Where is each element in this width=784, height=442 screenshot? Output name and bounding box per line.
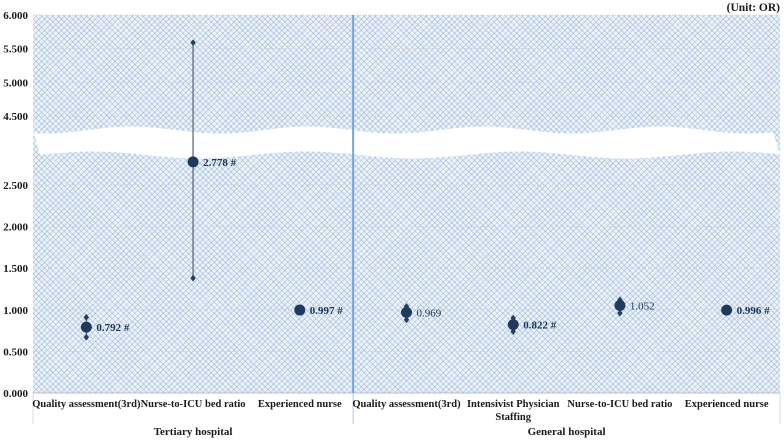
y-tick-label: 5.000 <box>3 77 28 89</box>
y-tick-label: 2.500 <box>3 180 28 192</box>
y-tick-label: 0.500 <box>3 346 28 358</box>
error-bar-cap <box>617 309 623 317</box>
y-tick-label: 5.500 <box>3 44 28 56</box>
error-bar-cap <box>510 314 516 322</box>
or-point-marker <box>294 304 306 316</box>
or-point-marker <box>187 156 199 168</box>
error-bar-cap <box>83 313 90 321</box>
error-bar-cap <box>510 328 516 335</box>
value-label: 0.969 <box>417 307 442 319</box>
plot-area-pattern <box>33 15 780 393</box>
value-label: 0.792 # <box>96 322 130 334</box>
y-tick-label: 0.000 <box>3 388 28 400</box>
unit-label: (Unit: OR) <box>726 2 780 14</box>
y-tick-label: 1.500 <box>3 263 28 275</box>
or-point-marker <box>401 306 412 318</box>
or-point-marker <box>721 304 733 316</box>
error-bar-cap <box>190 274 196 282</box>
error-bar-cap <box>190 39 196 46</box>
axis-break-band <box>33 126 780 159</box>
value-label: 0.996 # <box>737 305 771 317</box>
error-bar-cap <box>403 316 410 324</box>
value-label: 1.052 <box>630 300 655 312</box>
y-tick-label: 1.000 <box>3 305 28 317</box>
or-point-marker <box>507 319 519 331</box>
y-tick-label: 4.500 <box>3 111 28 123</box>
or-point-marker <box>80 321 92 333</box>
error-bar-cap <box>83 333 90 341</box>
y-tick-label: 2.000 <box>3 222 28 234</box>
value-label: 0.997 # <box>310 305 344 317</box>
y-tick-label: 6.000 <box>3 10 28 22</box>
or-point-marker <box>614 299 626 311</box>
value-label: 0.822 # <box>523 320 557 332</box>
value-label: 2.778 # <box>203 157 237 169</box>
